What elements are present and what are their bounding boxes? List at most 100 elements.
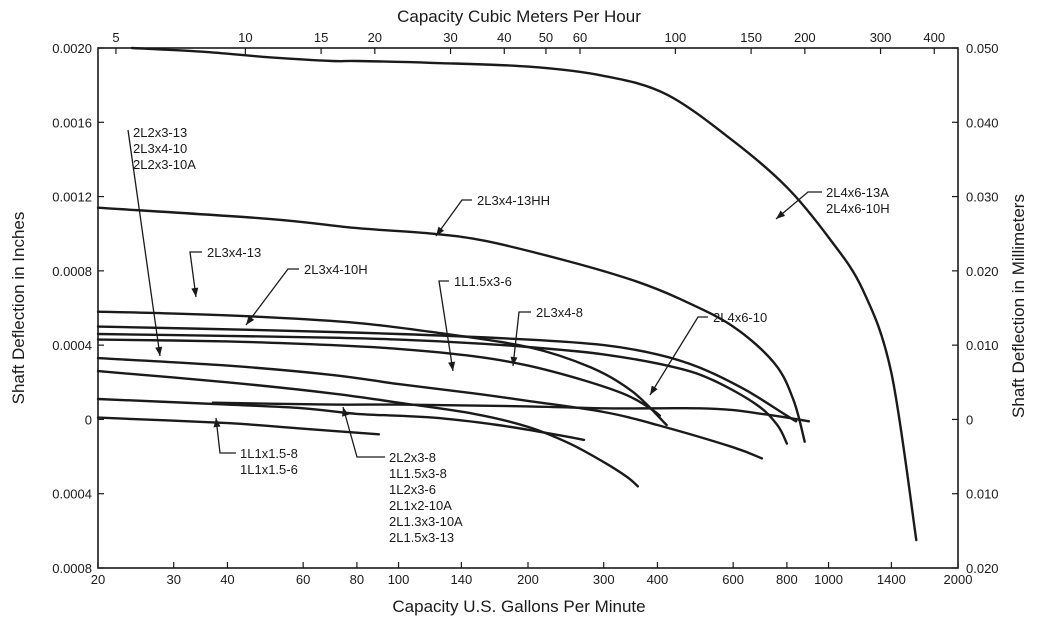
callout-label-line: 2L1.3x3-10A [389, 514, 463, 529]
x-top-tick-label: 30 [443, 30, 457, 45]
series-line-5 [96, 332, 789, 445]
callout-arrowhead [213, 418, 221, 428]
callout-leader-line [342, 406, 385, 458]
callout-label-line: 2L2x3-8 [389, 450, 436, 465]
y-right-tick-label: 0.020 [966, 561, 999, 576]
callout-label-line: 1L1x1.5-8 [240, 446, 298, 461]
x-top-tick-label: 400 [923, 30, 945, 45]
y-tick-label: 0.0004 [52, 487, 92, 502]
callout-leader-line [245, 268, 299, 326]
series-line-9 [211, 401, 811, 423]
callout-label: 2L3x4-10H [304, 262, 368, 277]
series-line-2 [96, 206, 806, 443]
x-tick-label: 30 [166, 572, 180, 587]
right-axis-title: Shaft Deflection in Millimeters [1009, 194, 1028, 418]
y-right-tick-label: 0.050 [966, 41, 999, 56]
callout-label: 2L4x6-10 [713, 310, 767, 325]
x-tick-label: 40 [220, 572, 234, 587]
callout-label: 2L3x4-13 [207, 245, 261, 260]
x-top-tick-label: 100 [665, 30, 687, 45]
x-tick-label: 80 [350, 572, 364, 587]
callout-label-line: 2L3x4-10H [304, 262, 368, 277]
series-line-7 [96, 369, 639, 488]
callout-arrowhead [155, 346, 163, 356]
callout-leader-line [438, 280, 454, 372]
callout-arrowhead [510, 356, 518, 366]
callout-label: 2L3x4-8 [536, 305, 583, 320]
series-line-6 [96, 338, 661, 417]
series-line-10 [96, 397, 586, 442]
callout-label-line: 2L2x3-13 [133, 125, 187, 140]
y-right-tick-label: 0.030 [966, 190, 999, 205]
callout-label: 1L1.5x3-6 [454, 274, 512, 289]
callout-arrowhead [342, 407, 349, 417]
callout-arrowhead [448, 361, 456, 371]
callout-arrowhead [436, 226, 445, 236]
x-tick-label: 600 [722, 572, 744, 587]
x-tick-label: 800 [776, 572, 798, 587]
series-line-8 [96, 356, 764, 460]
y-tick-label: 0.0020 [52, 41, 92, 56]
y-right-tick-label: 0.040 [966, 115, 999, 130]
callout-label-line: 1L1.5x3-6 [454, 274, 512, 289]
callout-leader-line [435, 199, 472, 237]
callout-label-line: 2L3x4-13 [207, 245, 261, 260]
x-top-tick-label: 15 [314, 30, 328, 45]
x-top-tick-label: 5 [112, 30, 119, 45]
y-tick-label: 0 [85, 412, 92, 427]
x-tick-label: 100 [388, 572, 410, 587]
y-right-tick-label: 0.020 [966, 264, 999, 279]
y-tick-label: 0.0012 [52, 190, 92, 205]
callout-label-line: 2L2x3-10A [133, 157, 196, 172]
x-tick-label: 200 [517, 572, 539, 587]
series-line-4 [96, 325, 798, 423]
axis-ticks: 20 30 40 60 80 100 140 200 300 400 600 800 1000 1400 2… [52, 30, 998, 587]
callout-label: 2L4x6-13A 2L4x6-10H [826, 185, 890, 216]
y-right-tick-label: 0.010 [966, 487, 999, 502]
callout-label-line: 2L1x2-10A [389, 498, 452, 513]
callout-label-line: 1L2x3-6 [389, 482, 436, 497]
callout-label-line: 2L4x6-13A [826, 185, 889, 200]
x-top-tick-label: 20 [368, 30, 382, 45]
bottom-axis-title: Capacity U.S. Gallons Per Minute [392, 597, 645, 616]
callout-arrowhead [191, 287, 199, 297]
callout-label-line: 2L3x4-13HH [477, 193, 550, 208]
x-top-tick-label: 60 [573, 30, 587, 45]
callout-label-line: 2L3x4-8 [536, 305, 583, 320]
callout-leader-line [189, 251, 202, 298]
callout-label: 1L1x1.5-8 1L1x1.5-6 [240, 446, 298, 477]
callout-leader-line [649, 316, 708, 396]
x-top-tick-label: 300 [870, 30, 892, 45]
callout-leader-line [215, 417, 236, 454]
y-tick-label: 0.0004 [52, 338, 92, 353]
x-top-tick-label: 10 [238, 30, 252, 45]
left-axis-title: Shaft Deflection in Inches [9, 212, 28, 405]
callout-label-line: 2L3x4-10 [133, 141, 187, 156]
x-tick-label: 60 [296, 572, 310, 587]
x-top-tick-label: 150 [740, 30, 762, 45]
callout-label-line: 1L1.5x3-8 [389, 466, 447, 481]
callout-arrowhead [776, 210, 786, 219]
y-right-tick-label: 0.010 [966, 338, 999, 353]
callout-arrowhead [650, 385, 658, 395]
series-line-1 [130, 46, 918, 542]
callout-arrowhead [246, 315, 255, 325]
y-right-tick-label: 0 [966, 412, 973, 427]
x-tick-label: 400 [647, 572, 669, 587]
series-line-3 [96, 310, 668, 427]
callout-leaders [127, 129, 822, 458]
callout-label: 2L3x4-13HH [477, 193, 550, 208]
callout-label: 2L2x3-13 2L3x4-10 2L2x3-10A [133, 125, 196, 172]
series-line-11 [96, 416, 381, 436]
x-tick-label: 1400 [877, 572, 906, 587]
callout-leader-line [512, 311, 531, 367]
callout-label-line: 2L4x6-10 [713, 310, 767, 325]
x-tick-label: 140 [451, 572, 473, 587]
callout-label-line: 1L1x1.5-6 [240, 462, 298, 477]
callout-leader-line [127, 129, 161, 357]
deflection-curves [96, 46, 918, 542]
callout-labels: 2L2x3-13 2L3x4-10 2L2x3-10A 2L3x4-13HH 2L3x4… [133, 125, 890, 545]
y-tick-label: 0.0008 [52, 264, 92, 279]
x-top-tick-label: 50 [539, 30, 553, 45]
